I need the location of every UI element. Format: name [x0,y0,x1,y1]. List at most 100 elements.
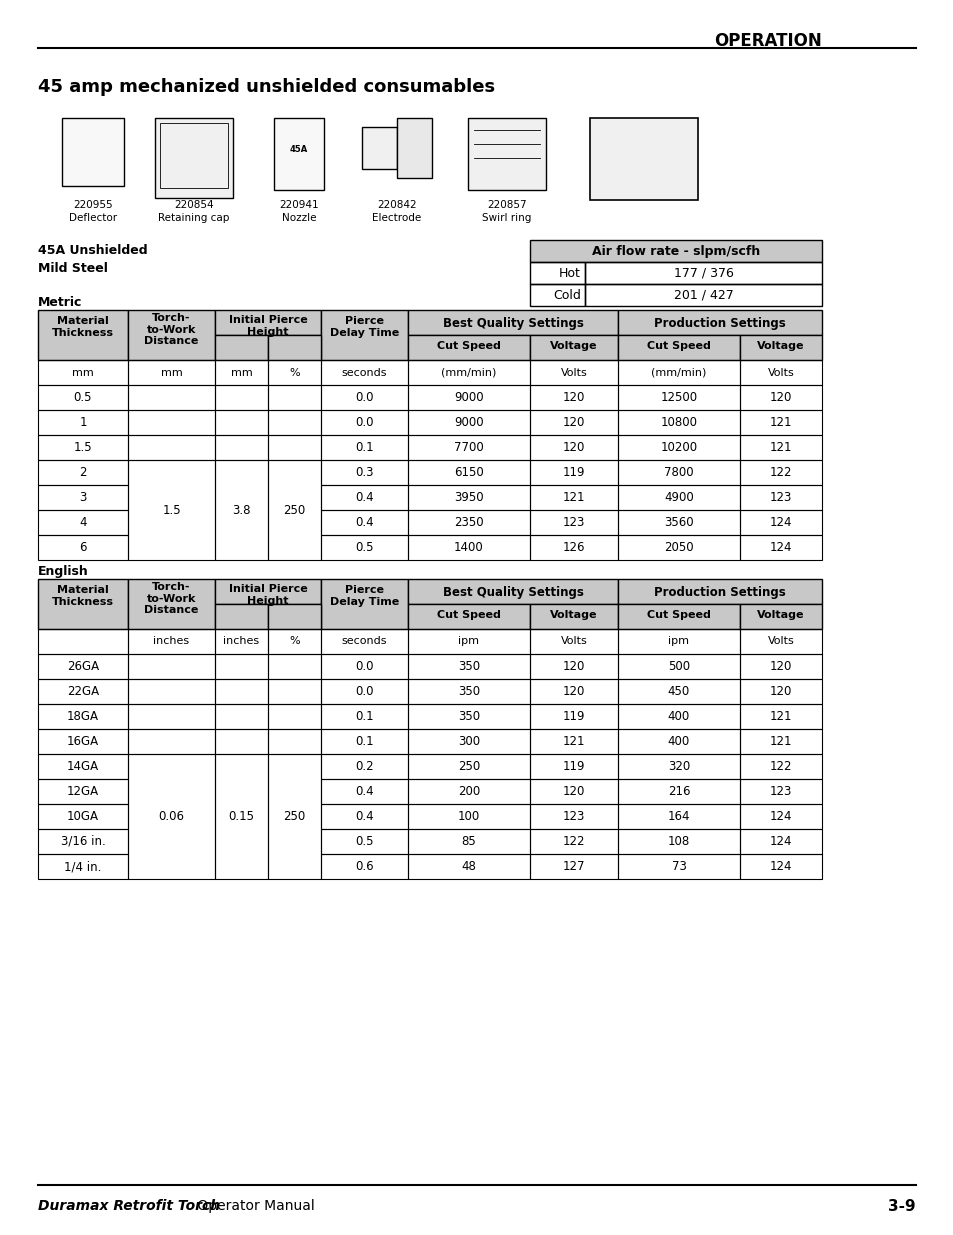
Text: mm: mm [231,368,253,378]
Bar [214,385,268,410]
Text: Volts: Volts [560,368,587,378]
Bar [38,510,128,535]
Bar [128,359,214,385]
Text: 220842: 220842 [376,200,416,210]
Bar [530,829,618,853]
Bar [38,435,128,459]
Bar [38,629,128,655]
Bar [530,410,618,435]
Text: Pierce
Delay Time: Pierce Delay Time [330,316,398,337]
Bar [361,127,396,169]
Bar [38,310,128,359]
Text: 120: 120 [562,785,584,798]
Bar [740,779,821,804]
Text: Production Settings: Production Settings [654,317,785,330]
Text: 0.3: 0.3 [355,466,374,479]
Text: 0.4: 0.4 [355,785,374,798]
Text: 2: 2 [79,466,87,479]
Text: Deflector: Deflector [69,212,117,224]
Bar [38,829,128,853]
Bar [618,459,740,485]
Bar [740,704,821,729]
Bar [38,779,128,804]
Bar [128,410,214,435]
Text: 121: 121 [769,441,791,454]
Bar [408,510,530,535]
Text: Torch-
to-Work
Distance: Torch- to-Work Distance [144,312,198,346]
Bar [740,335,821,359]
Bar [408,829,530,853]
Text: 320: 320 [667,760,689,773]
Text: 120: 120 [562,391,584,404]
Bar [268,385,320,410]
Bar [214,704,268,729]
Bar [408,359,530,385]
Text: Voltage: Voltage [550,341,598,351]
Bar [530,510,618,535]
Bar [530,704,618,729]
Text: 10800: 10800 [659,416,697,429]
Bar [618,385,740,410]
Bar [320,629,408,655]
Text: 0.0: 0.0 [355,391,374,404]
Bar [408,729,530,755]
Ellipse shape [74,135,112,169]
Bar [618,485,740,510]
Bar [274,119,324,190]
Text: Mild Steel: Mild Steel [38,262,108,275]
Bar [618,779,740,804]
Bar [38,410,128,435]
Bar [214,655,268,679]
Text: mm: mm [160,368,182,378]
Text: 1/4 in.: 1/4 in. [64,860,102,873]
Text: 300: 300 [457,735,479,748]
Text: 0.6: 0.6 [355,860,374,873]
Bar [740,853,821,879]
Text: Voltage: Voltage [757,341,804,351]
Text: 14GA: 14GA [67,760,99,773]
Bar [468,119,545,190]
Text: 0.2: 0.2 [355,760,374,773]
Text: 123: 123 [769,785,791,798]
Bar [408,310,618,335]
Text: Voltage: Voltage [550,610,598,620]
Text: 9000: 9000 [454,416,483,429]
Bar [530,679,618,704]
Text: 100: 100 [457,810,479,823]
Text: 7700: 7700 [454,441,483,454]
Text: 0.5: 0.5 [355,835,374,848]
Text: 10200: 10200 [659,441,697,454]
Text: ipm: ipm [458,636,479,646]
Bar [408,435,530,459]
Bar [128,459,214,559]
Text: English: English [38,564,89,578]
Bar [408,629,530,655]
Text: Best Quality Settings: Best Quality Settings [442,585,583,599]
Text: 123: 123 [562,516,584,529]
Text: 0.0: 0.0 [355,685,374,698]
Bar [530,804,618,829]
Text: 1.5: 1.5 [73,441,92,454]
Bar [740,410,821,435]
Text: 1400: 1400 [454,541,483,555]
Text: 2050: 2050 [663,541,693,555]
Bar [268,729,320,755]
Bar [530,485,618,510]
Bar [618,579,821,604]
Text: Hot: Hot [558,267,580,280]
Text: Initial Pierce
Height: Initial Pierce Height [229,584,307,605]
Bar [530,284,584,306]
Bar [740,655,821,679]
Text: 177 / 376: 177 / 376 [673,267,733,280]
Text: 3: 3 [79,492,87,504]
Bar [530,535,618,559]
Bar [530,629,618,655]
Text: 123: 123 [769,492,791,504]
Bar [320,385,408,410]
Bar [320,535,408,559]
Bar [408,459,530,485]
Text: 121: 121 [562,735,584,748]
Text: 119: 119 [562,466,584,479]
Text: 250: 250 [457,760,479,773]
Bar [38,359,128,385]
